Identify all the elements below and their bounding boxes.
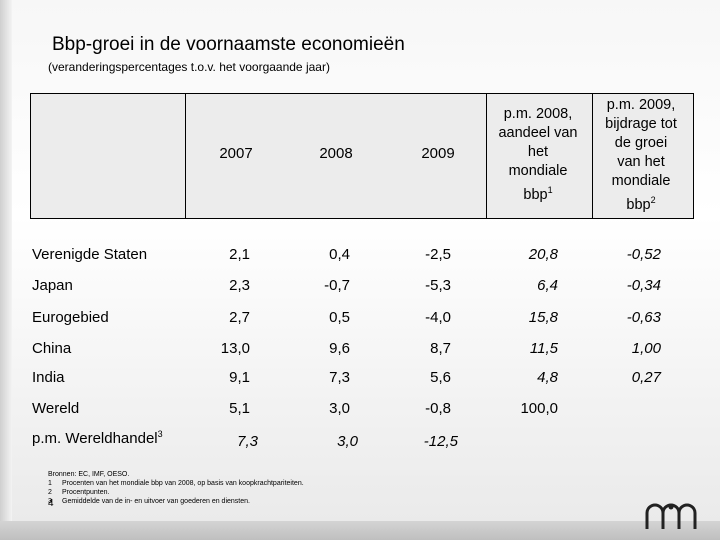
footnote-mark: 3 [48,498,52,505]
cell-2009: -2,5 [425,246,451,263]
row-label-verenigde-staten: Verenigde Staten [32,246,148,263]
cell-2007: 2,1 [229,246,250,263]
cell-contribution: -0,52 [626,246,661,263]
cell-2009: 5,6 [430,369,451,386]
header-2008: 2008 [319,145,353,162]
row-label-eurogebied: Eurogebied [32,309,109,326]
cell-2008: 0,5 [329,309,350,326]
header-share-line: p.m. 2008, [503,106,573,122]
header-share-line: mondiale [508,163,568,179]
footnote-marker: 1 [547,185,553,195]
cell-share: 20,8 [528,246,558,263]
header-contrib-line: bbp2 [592,191,690,215]
header-contribution-growth: p.m. 2009, bijdrage tot de groei van het… [592,96,690,215]
cell-2009: -4,0 [425,309,451,326]
footnote-sources: Bronnen: EC, IMF, OESO. [48,471,130,478]
footnote-text: Procenten van het mondiale bbp van 2008,… [62,480,304,487]
page-number: 4 [48,498,54,509]
footnote-item: 1 Procenten van het mondiale bbp van 200… [48,479,304,488]
header-share-line: het [527,144,549,160]
cell-2008: 3,0 [329,400,350,417]
cell-contribution: 1,00 [631,340,661,357]
page-subtitle: (veranderingspercentages t.o.v. het voor… [48,60,330,74]
footnote-text: Procentpunten. [62,489,110,496]
header-contrib-line: bijdrage tot [605,116,677,132]
cell-2007: 2,7 [229,309,250,326]
cell-contribution: 0,27 [631,369,661,386]
cell-2009: -5,3 [425,277,451,294]
cell-2007: 9,1 [229,369,250,386]
bottom-bar [0,521,720,540]
cell-2008: 7,3 [329,369,350,386]
cell-contribution: -0,34 [626,277,661,294]
footnote-text: Gemiddelde van de in- en uitvoer van goe… [62,498,250,505]
header-share-line: bbp1 [486,181,590,205]
row-label-wereld: Wereld [32,400,80,417]
header-divider [486,94,487,218]
header-2009: 2009 [421,145,455,162]
cell-share: 4,8 [537,369,558,386]
header-contrib-line: p.m. 2009, [606,97,676,113]
cell-2008: 3,0 [337,433,358,450]
cell-2007: 2,3 [229,277,250,294]
cell-share: 15,8 [528,309,558,326]
cell-2009: 8,7 [430,340,451,357]
header-divider [592,94,593,218]
left-accent-bar [0,0,12,540]
row-label-text: p.m. Wereldhandel [32,430,158,447]
footnote-marker: 2 [650,195,656,205]
header-contrib-line: mondiale [611,173,671,189]
row-label-china: China [32,340,72,357]
cell-contribution: -0,63 [626,309,661,326]
footnote-mark: 1 [48,480,52,487]
nbb-logo-icon [645,503,697,529]
cell-2007: 5,1 [229,400,250,417]
cell-2007: 13,0 [220,340,250,357]
header-share-world-gdp: p.m. 2008, aandeel van het mondiale bbp1 [486,105,590,205]
header-contrib-bbp: bbp [626,196,651,213]
footnote-item: 2 Procentpunten. [48,488,304,497]
cell-2009: -12,5 [423,433,458,450]
row-label-wereldhandel: p.m. Wereldhandel3 [32,429,163,447]
cell-2007: 7,3 [237,433,258,450]
footnotes: Bronnen: EC, IMF, OESO. 1 Procenten van … [48,470,304,506]
page-title: Bbp-groei in de voornaamste economieën [52,34,405,55]
header-divider [185,94,186,218]
cell-2008: -0,7 [324,277,350,294]
header-2007: 2007 [219,145,253,162]
row-label-india: India [32,369,65,386]
table-header-block [30,93,694,219]
footnote-item: 3 Gemiddelde van de in- en uitvoer van g… [48,497,304,506]
footnote-mark: 2 [48,489,52,496]
header-contrib-line: van het [617,154,665,170]
cell-2008: 9,6 [329,340,350,357]
cell-share: 6,4 [537,277,558,294]
cell-2009: -0,8 [425,400,451,417]
header-contrib-line: de groei [614,135,668,151]
row-label-japan: Japan [32,277,73,294]
footnote-marker: 3 [157,429,163,439]
cell-2008: 0,4 [329,246,350,263]
header-share-bbp: bbp [523,186,548,203]
cell-share: 11,5 [529,340,558,357]
cell-share: 100,0 [520,400,558,417]
header-share-line: aandeel van [498,125,578,141]
